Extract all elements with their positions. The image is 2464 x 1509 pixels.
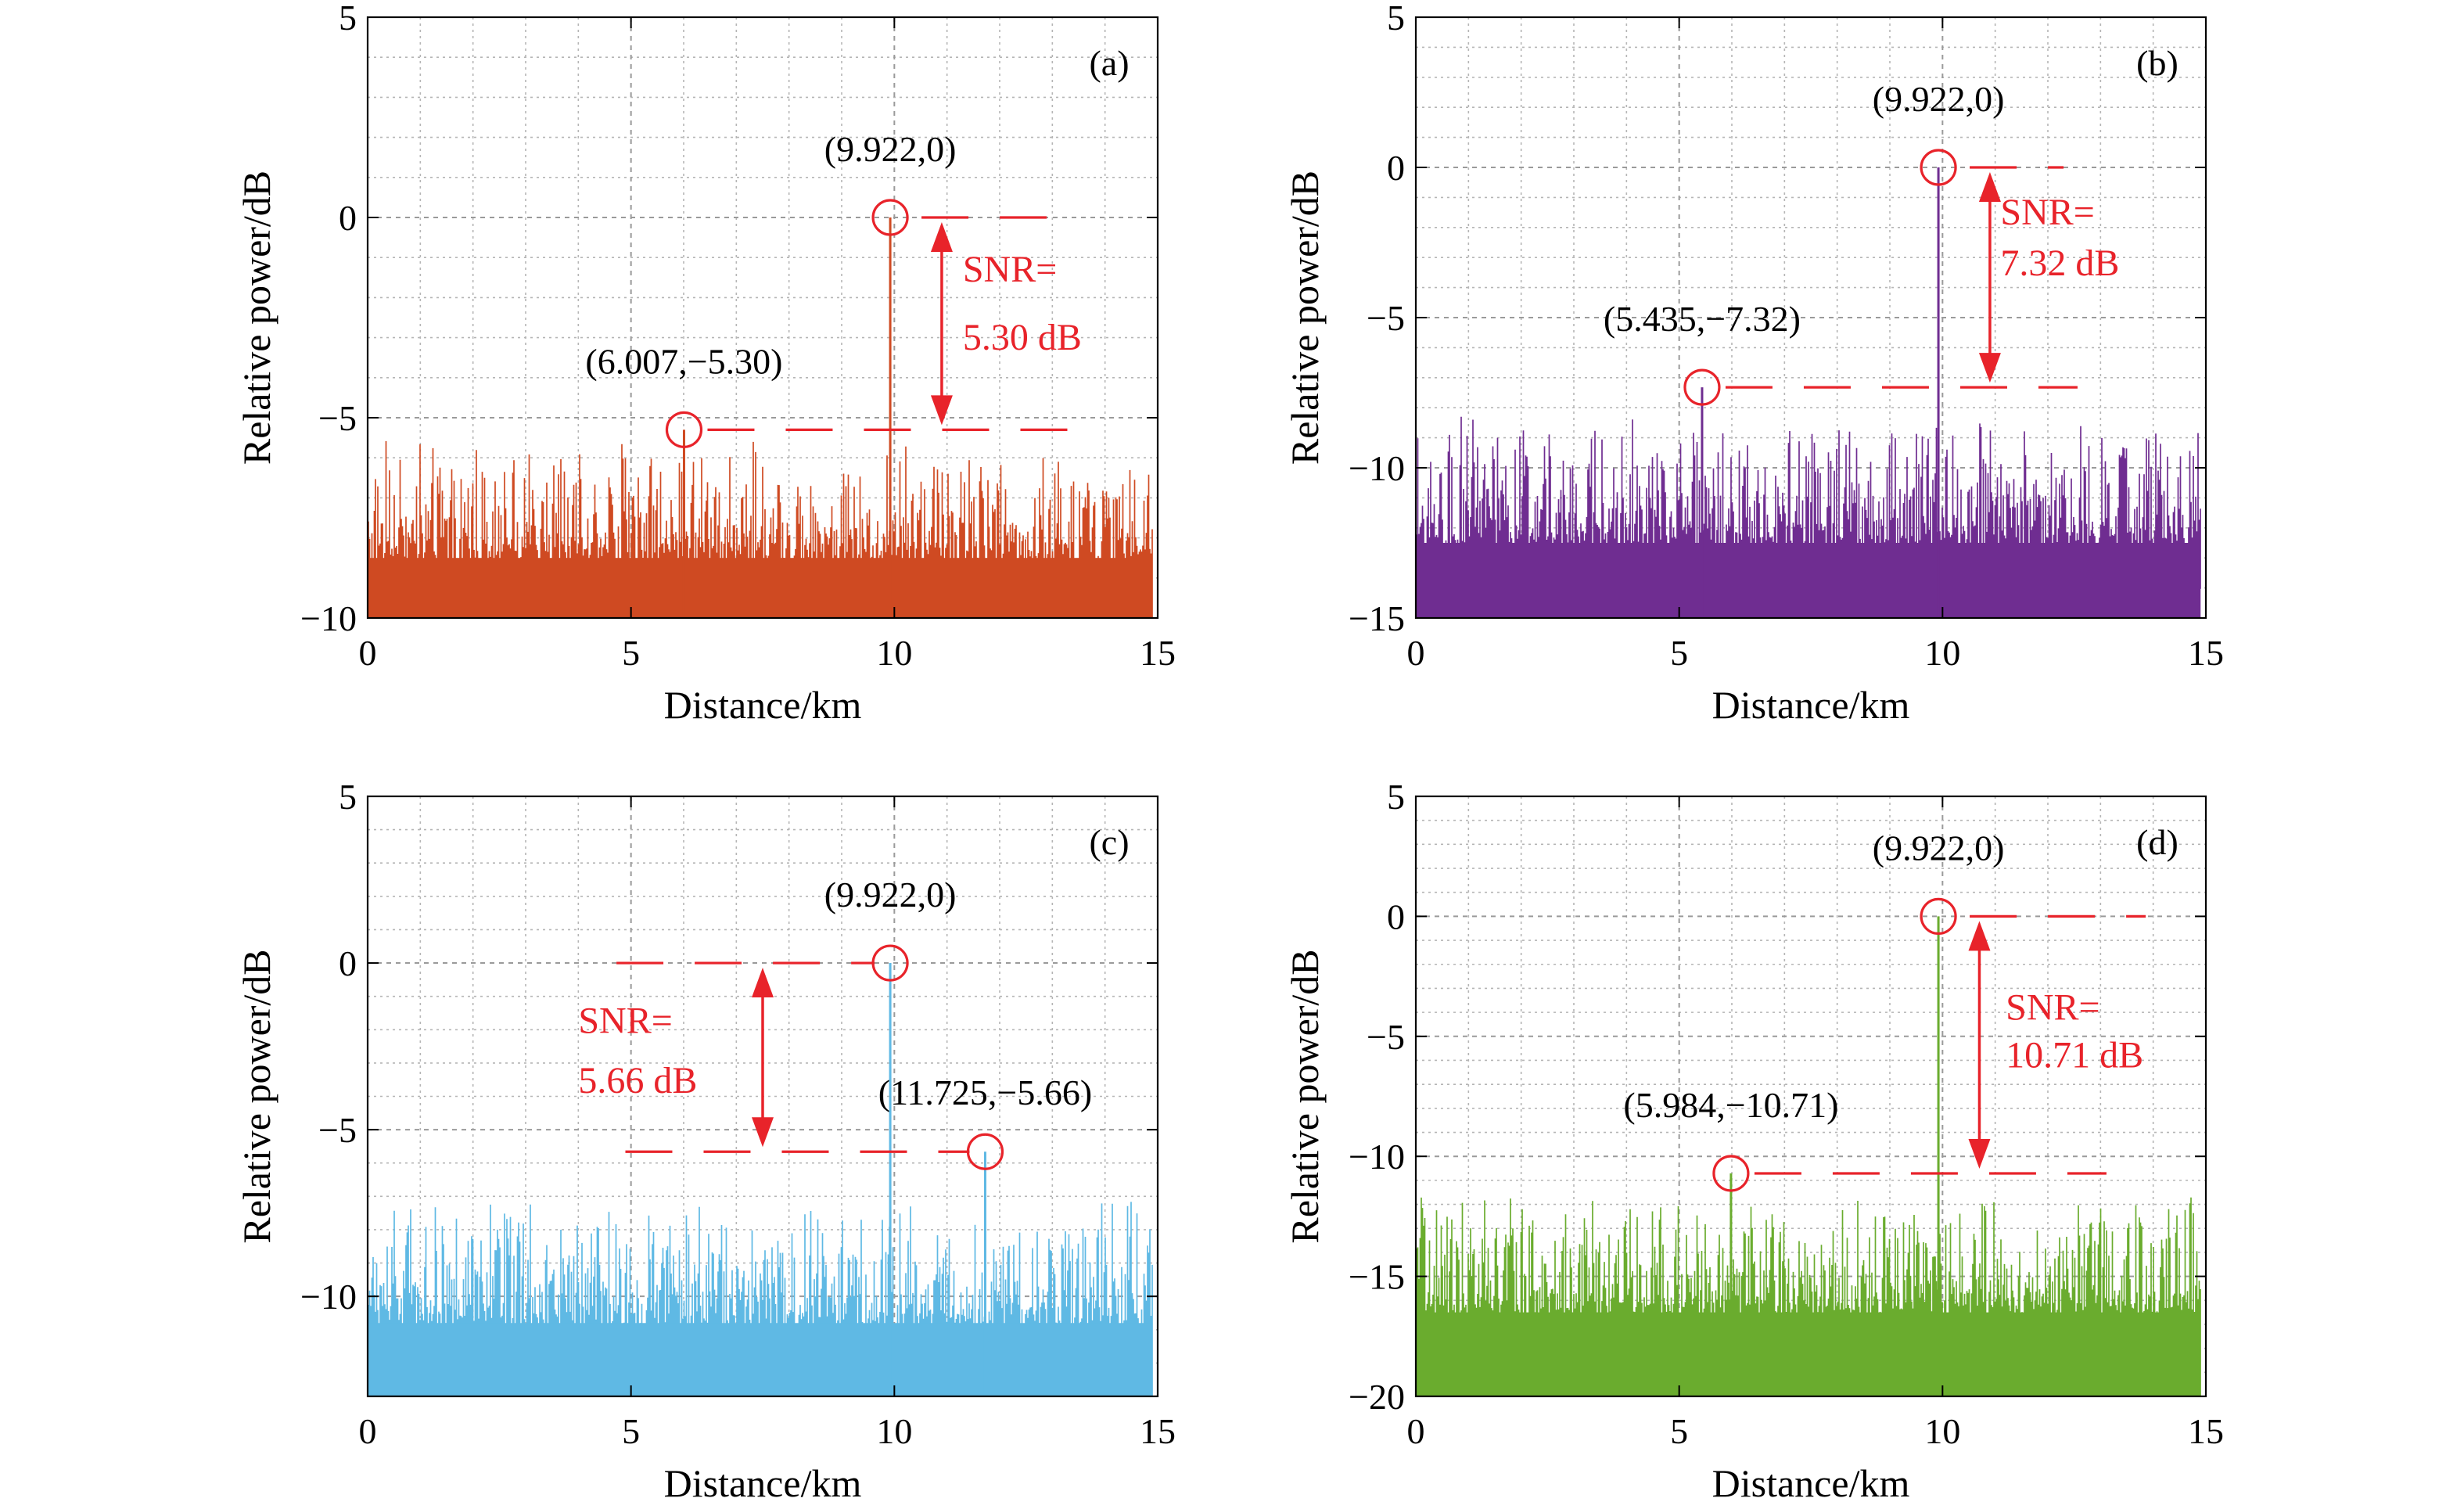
main-peak-label: (9.922,0): [1873, 79, 2005, 119]
snr-value: 5.66 dB: [578, 1060, 697, 1101]
sidelobe-peak-label: (5.435,−7.32): [1604, 299, 1801, 339]
x-tick-label: 10: [1924, 1411, 1960, 1451]
noise-floor-band: [1416, 1312, 2201, 1396]
y-tick-label: −10: [300, 598, 357, 638]
y-axis-label: Relative power/dB: [1283, 949, 1327, 1243]
snr-arrow-head-up: [1968, 921, 1991, 951]
y-axis-label: Relative power/dB: [1283, 171, 1327, 465]
y-tick-label: 0: [1387, 896, 1405, 936]
snr-annotation: (9.922,0) (11.725,−5.66) SNR= 5.66 dB: [578, 875, 1092, 1170]
main-peak-marker: [1920, 897, 1957, 936]
snr-label: SNR=: [2000, 192, 2094, 233]
x-tick-label: 0: [1407, 1411, 1425, 1451]
snr-arrow-head-up: [752, 968, 774, 998]
x-tick-label: 0: [1407, 633, 1425, 673]
x-tick-label: 15: [1140, 633, 1176, 673]
spectrum-series: [1416, 167, 2201, 618]
sidelobe-peak-label: (11.725,−5.66): [878, 1072, 1092, 1112]
main-peak-label: (9.922,0): [1873, 828, 2005, 868]
panel-label: (c): [1089, 822, 1129, 862]
x-tick-label: 0: [359, 1411, 377, 1451]
noise-floor-band: [368, 558, 1153, 618]
noise-floor-band: [1416, 543, 2201, 618]
x-tick-label: 5: [1670, 633, 1688, 673]
chart-panel-2: 0 5 10 15 −15 −10 −5 0 5 Distance/km Relative powe…: [1283, 0, 2224, 727]
snr-annotation: (9.922,0) (6.007,−5.30) SNR= 5.30 dB: [585, 129, 1091, 448]
x-tick-label: 5: [1670, 1411, 1688, 1451]
spectrum-series: [368, 217, 1153, 618]
y-tick-label: 5: [339, 777, 357, 817]
x-tick-label: 15: [2188, 633, 2224, 673]
x-tick-label: 10: [876, 1411, 912, 1451]
y-tick-label: 5: [1387, 0, 1405, 38]
panel-label: (a): [1089, 43, 1129, 83]
panel-label: (b): [2136, 43, 2178, 83]
sidelobe-peak-label: (5.984,−10.71): [1623, 1085, 1838, 1125]
y-tick-label: 0: [339, 943, 357, 983]
chart-panel-3: 0 5 10 15 −10 −5 0 5 Distance/km Relative power/d…: [235, 777, 1176, 1505]
main-peak-label: (9.922,0): [824, 875, 957, 914]
main-peak-label: (9.922,0): [824, 129, 957, 169]
snr-annotation: (9.922,0) (5.984,−10.71) SNR= 10.71 dB: [1623, 828, 2146, 1192]
panel-label: (d): [2136, 822, 2178, 862]
y-tick-label: 0: [1387, 148, 1405, 188]
noise-floor-band: [368, 1323, 1153, 1396]
spectrum-series: [1416, 916, 2201, 1396]
y-axis-label: Relative power/dB: [235, 171, 278, 465]
y-tick-label: −5: [318, 398, 357, 438]
axes-frame: [1414, 795, 2207, 1398]
snr-value: 5.30 dB: [963, 317, 1082, 358]
snr-arrow-head-up: [930, 222, 953, 252]
x-tick-label: 15: [2188, 1411, 2224, 1451]
sidelobe-peak-label: (6.007,−5.30): [585, 341, 782, 381]
y-tick-label: 5: [339, 0, 357, 38]
snr-value: 10.71 dB: [2006, 1035, 2143, 1076]
y-tick-label: −10: [1349, 448, 1405, 488]
y-tick-label: −15: [1349, 598, 1405, 638]
snr-arrow-head-up: [1978, 172, 2001, 202]
snr-value: 7.32 dB: [2000, 243, 2119, 284]
snr-label: SNR=: [2006, 986, 2099, 1028]
y-tick-label: −20: [1349, 1377, 1405, 1417]
y-tick-label: −10: [1349, 1137, 1405, 1177]
axes-frame: [366, 16, 1159, 620]
x-axis-label: Distance/km: [1712, 683, 1910, 727]
y-tick-label: −5: [1367, 1017, 1405, 1057]
x-axis-label: Distance/km: [1712, 1461, 1910, 1505]
x-axis-label: Distance/km: [664, 1461, 862, 1505]
x-tick-label: 5: [622, 1411, 640, 1451]
x-tick-label: 10: [876, 633, 912, 673]
x-tick-label: 10: [1924, 633, 1960, 673]
y-tick-label: −5: [318, 1110, 357, 1150]
snr-label: SNR=: [578, 1001, 672, 1042]
y-tick-label: 0: [339, 198, 357, 238]
y-tick-label: −10: [300, 1277, 357, 1317]
axes-frame: [366, 795, 1159, 1398]
main-peak-marker: [871, 199, 909, 236]
y-tick-label: −5: [1367, 298, 1405, 338]
spectrum-series: [368, 963, 1153, 1396]
x-tick-label: 5: [622, 633, 640, 673]
main-peak-marker: [1920, 149, 1957, 186]
sidelobe-peak-marker: [1683, 368, 1721, 406]
snr-arrow-head-down: [930, 395, 953, 426]
y-axis-label: Relative power/dB: [235, 949, 278, 1243]
sidelobe-peak-marker: [1712, 1155, 1750, 1192]
x-tick-label: 0: [359, 633, 377, 673]
y-tick-label: 5: [1387, 777, 1405, 817]
snr-arrow-head-down: [1968, 1138, 1991, 1169]
sidelobe-peak-marker: [665, 411, 703, 448]
chart-panel-1: 0 5 10 15 −10 −5 0 5 Distance/km Relative power/d…: [235, 0, 1176, 727]
snr-arrow-head-down: [1978, 353, 2001, 383]
snr-label: SNR=: [963, 249, 1057, 290]
x-tick-label: 15: [1140, 1411, 1176, 1451]
snr-annotation: (9.922,0) (5.435,−7.32) SNR= 7.32 dB: [1604, 79, 2119, 406]
chart-panel-4: 0 5 10 15 −20 −15 −10 −5 0 5 Distance/km Relative p…: [1283, 777, 2224, 1505]
snr-arrow-head-down: [752, 1117, 774, 1148]
y-tick-label: −15: [1349, 1257, 1405, 1297]
x-axis-label: Distance/km: [664, 683, 862, 727]
